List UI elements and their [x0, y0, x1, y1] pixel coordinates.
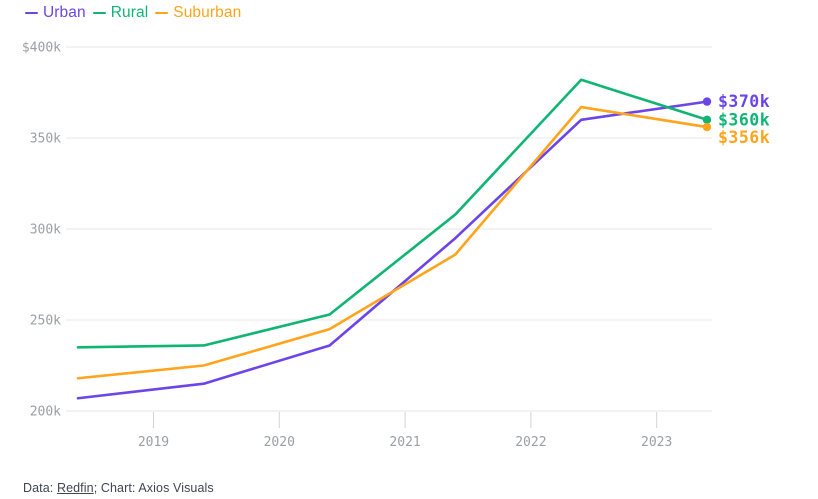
x-axis-label-2022: 2022 [515, 435, 546, 450]
footer-suffix: ; Chart: Axios Visuals [93, 481, 214, 495]
x-axis-label-2020: 2020 [264, 435, 295, 450]
footer-source-link[interactable]: Redfin [56, 481, 94, 495]
legend-label-suburban: Suburban [173, 4, 242, 21]
end-label-rural: $360k [718, 110, 770, 129]
legend-label-rural: Rural [110, 4, 149, 21]
y-axis-label-250k: 250k [30, 314, 61, 329]
chart-svg: $400k 350k 300k 250k 200k 2019 2020 2021 2022 202… [22, 41, 770, 451]
series-line-suburban [76, 105, 709, 380]
y-axis-label-200k: 200k [30, 405, 61, 420]
chart-footer: Data: Redfin; Chart: Axios Visuals [23, 481, 214, 495]
y-axis-label-400k: $400k [22, 41, 61, 56]
legend-item-rural: Rural [92, 4, 149, 22]
footer-data-prefix: Data: [23, 481, 57, 495]
end-dot-suburban [702, 122, 712, 132]
legend-item-suburban: Suburban [155, 4, 241, 22]
chart-legend: Urban Rural Suburban [25, 4, 241, 22]
series-line-urban [76, 100, 709, 400]
x-axis-label-2023: 2023 [641, 435, 672, 450]
legend-swatch-rural-icon [92, 11, 106, 15]
series-line-rural [76, 78, 709, 349]
end-dot-rural [702, 115, 712, 125]
legend-item-urban: Urban [25, 4, 86, 22]
end-label-urban: $370k [718, 92, 770, 111]
end-dot-urban [702, 97, 712, 106]
x-axis-label-2019: 2019 [138, 435, 169, 450]
x-axis-label-2021: 2021 [389, 435, 420, 450]
y-axis-label-350k: 350k [30, 132, 61, 147]
legend-swatch-urban-icon [25, 11, 38, 15]
legend-label-urban: Urban [43, 4, 86, 21]
y-axis-label-300k: 300k [30, 223, 61, 238]
end-label-suburban: $356k [718, 128, 770, 147]
legend-swatch-suburban-icon [155, 11, 169, 15]
